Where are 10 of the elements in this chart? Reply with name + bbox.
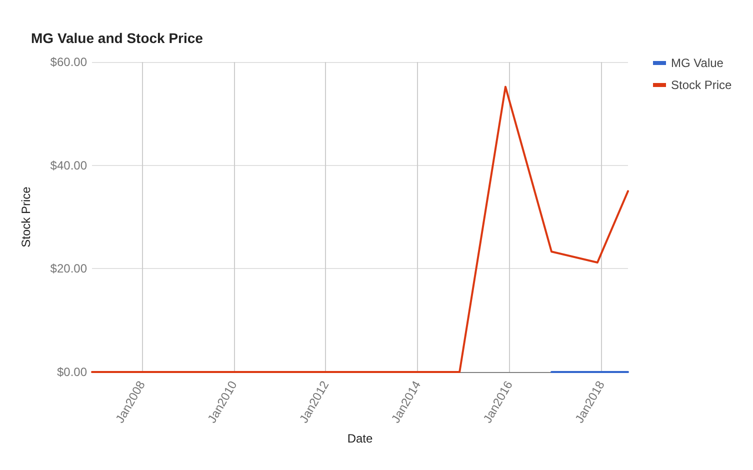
x-axis-title: Date xyxy=(347,431,373,446)
chart-title: MG Value and Stock Price xyxy=(31,30,204,46)
y-tick-label: $20.00 xyxy=(50,262,88,276)
legend-label: Stock Price xyxy=(671,78,732,92)
legend-label: MG Value xyxy=(671,56,724,70)
y-tick-label: $0.00 xyxy=(56,365,88,379)
y-axis-title: Stock Price xyxy=(19,186,33,248)
line-series xyxy=(91,86,629,373)
y-tick-label: $60.00 xyxy=(50,55,88,69)
y-tick-label: $40.00 xyxy=(50,158,88,172)
